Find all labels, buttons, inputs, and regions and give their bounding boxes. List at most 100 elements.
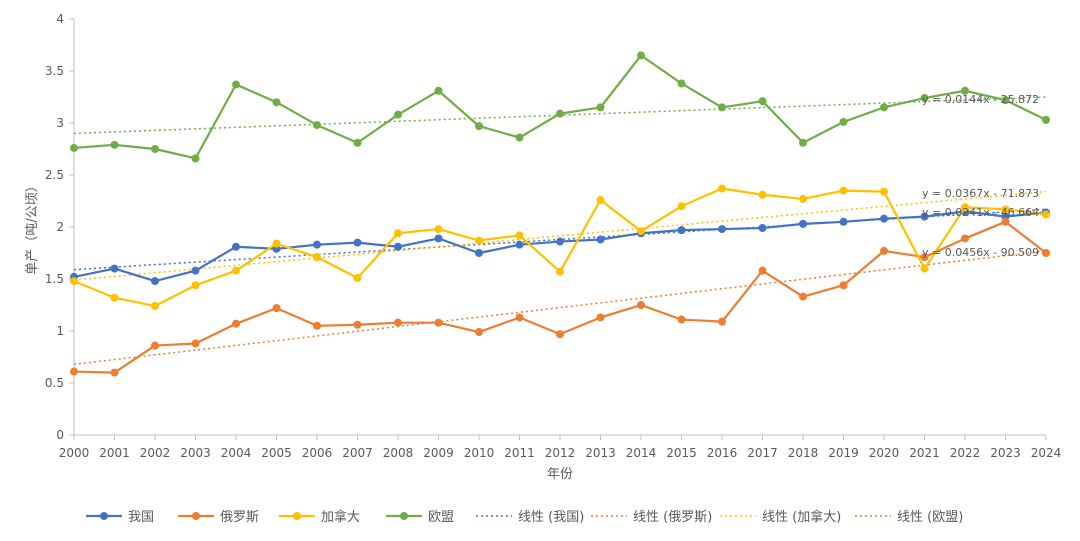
- data-point: [677, 315, 686, 324]
- x-tick-label: 2003: [180, 446, 211, 460]
- data-point: [1001, 205, 1010, 214]
- x-tick-label: 2020: [869, 446, 900, 460]
- x-tick-label: 2012: [545, 446, 576, 460]
- data-point: [475, 328, 483, 337]
- data-point: [353, 238, 362, 247]
- series-line: [73, 54, 1047, 160]
- x-tick-label: 2007: [342, 446, 373, 460]
- data-point: [475, 236, 483, 245]
- data-point: [70, 143, 78, 152]
- legend-item: 线性 (欧盟): [855, 510, 963, 525]
- y-tick-label: 3.5: [45, 64, 64, 78]
- data-point: [515, 313, 524, 322]
- data-point: [110, 264, 119, 273]
- y-tick-label: 3: [56, 116, 64, 130]
- series-line: [73, 187, 1047, 308]
- legend-label: 我国: [128, 510, 154, 525]
- data-point: [191, 266, 200, 275]
- legend-marker: [192, 512, 200, 520]
- legend-item: 俄罗斯: [178, 510, 259, 525]
- data-point: [475, 249, 483, 257]
- data-point: [353, 138, 362, 147]
- x-tick-label: 2018: [788, 446, 819, 460]
- legend-label: 线性 (俄罗斯): [633, 510, 712, 525]
- data-point: [110, 140, 119, 149]
- x-tick-label: 2009: [423, 446, 454, 460]
- legend-item: 线性 (俄罗斯): [591, 510, 712, 525]
- x-tick-label: 2002: [140, 446, 171, 460]
- data-point: [394, 229, 402, 238]
- data-point: [758, 190, 767, 199]
- data-point: [1042, 115, 1050, 124]
- legend-label: 欧盟: [428, 510, 454, 525]
- data-point: [151, 341, 159, 350]
- data-point: [272, 98, 281, 107]
- trendline-equations: y = 0.0241x - 46.664 y = 0.0456x - 90.509…: [922, 93, 1039, 259]
- legend-label: 线性 (我国): [518, 510, 584, 525]
- x-axis-title: 年份: [547, 467, 573, 482]
- data-point: [151, 277, 159, 286]
- data-point: [596, 235, 605, 244]
- data-point: [880, 187, 888, 196]
- y-axis-title: 单产（吨/公顷）: [25, 179, 40, 274]
- trendline-equation: y = 0.0367x - 71.873: [922, 187, 1039, 200]
- trendline: [73, 250, 1047, 366]
- data-point: [799, 138, 807, 147]
- trendline-equation: y = 0.0241x - 46.664: [922, 206, 1039, 219]
- legend-marker: [293, 512, 301, 520]
- x-tick-label: 2005: [261, 446, 292, 460]
- data-point: [677, 226, 686, 235]
- data-point: [353, 320, 362, 329]
- data-point: [880, 103, 888, 112]
- data-point: [839, 217, 848, 226]
- data-point: [718, 184, 726, 193]
- data-point: [556, 330, 564, 339]
- data-point: [920, 94, 929, 103]
- legend-item: 加拿大: [279, 509, 360, 525]
- data-point: [596, 313, 605, 322]
- data-point: [110, 293, 119, 302]
- legend-label: 加拿大: [321, 509, 360, 525]
- data-point: [556, 237, 564, 246]
- x-tick-label: 2014: [626, 446, 657, 460]
- data-point: [920, 264, 929, 273]
- data-point: [191, 281, 200, 290]
- data-point: [70, 277, 78, 286]
- data-point: [515, 231, 524, 240]
- data-point: [961, 234, 969, 243]
- legend-item: 欧盟: [386, 510, 454, 525]
- data-point: [70, 367, 78, 376]
- data-point: [718, 225, 726, 234]
- data-point: [1042, 210, 1050, 219]
- data-point: [232, 80, 240, 89]
- data-point: [110, 368, 119, 377]
- legend-label: 线性 (欧盟): [897, 510, 963, 525]
- data-point: [799, 194, 807, 203]
- y-tick-label: 0: [56, 428, 64, 442]
- y-tick-label: 4: [56, 12, 64, 26]
- x-tick-label: 2015: [666, 446, 697, 460]
- data-point: [475, 122, 483, 131]
- data-point: [961, 203, 969, 212]
- data-point: [394, 318, 402, 327]
- data-point: [434, 225, 443, 234]
- x-tick-label: 2017: [747, 446, 778, 460]
- data-point: [191, 154, 200, 163]
- legend-item: 我国: [86, 510, 154, 525]
- data-point: [920, 212, 929, 221]
- data-point: [515, 240, 524, 249]
- data-point: [637, 301, 645, 309]
- data-point: [677, 79, 686, 88]
- data-point: [920, 253, 929, 262]
- data-point: [191, 339, 200, 348]
- data-point: [839, 186, 848, 195]
- data-point: [434, 86, 443, 95]
- data-point: [232, 242, 240, 251]
- axes: 0 0.5 1 1.5 2 2.5 3 3.5 4 2000 2001 2002 2003 2004 200…: [45, 12, 1061, 460]
- data-point: [151, 302, 159, 311]
- data-point: [596, 103, 605, 112]
- data-point: [353, 273, 362, 282]
- data-point: [1001, 96, 1010, 105]
